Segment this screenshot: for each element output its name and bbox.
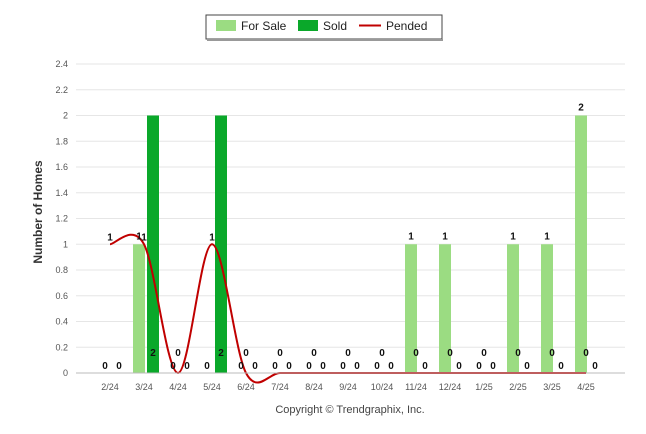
data-label-for-sale: 0	[102, 361, 108, 372]
y-axis-title: Number of Homes	[31, 160, 45, 264]
x-tick-label: 2/25	[509, 382, 527, 392]
data-label-sold: 0	[456, 361, 462, 372]
data-label-sold: 2	[150, 348, 156, 359]
y-tick-label: 1	[63, 239, 68, 249]
data-label-for-sale: 1	[544, 231, 550, 242]
bar-for-sale	[541, 244, 553, 373]
x-tick-label: 6/24	[237, 382, 255, 392]
x-tick-label: 11/24	[405, 382, 427, 392]
x-tick-label: 7/24	[271, 382, 289, 392]
x-tick-label: 2/24	[101, 382, 119, 392]
data-label-pended: 1	[209, 232, 215, 243]
data-label-sold: 2	[218, 348, 224, 359]
data-label-sold: 0	[558, 361, 564, 372]
data-label-pended: 0	[243, 348, 249, 359]
legend-label-for-sale: For Sale	[241, 19, 287, 33]
data-label-sold: 0	[252, 361, 258, 372]
x-tick-label: 1/25	[475, 382, 493, 392]
data-label-sold: 0	[320, 361, 326, 372]
data-label-pended: 0	[515, 348, 521, 359]
bar-for-sale	[439, 244, 451, 373]
data-label-for-sale: 0	[272, 361, 278, 372]
data-label-pended: 0	[447, 348, 453, 359]
legend: For Sale Sold Pended	[205, 14, 443, 41]
legend-swatch-for-sale	[216, 20, 236, 31]
bar-sold	[215, 115, 227, 373]
x-tick-label: 9/24	[339, 382, 357, 392]
data-label-pended: 1	[107, 232, 113, 243]
data-label-pended: 0	[549, 348, 555, 359]
bar-for-sale	[507, 244, 519, 373]
x-tick-label: 3/25	[543, 382, 561, 392]
bar-for-sale	[405, 244, 417, 373]
legend-label-pended: Pended	[386, 19, 427, 33]
data-label-pended: 0	[175, 348, 181, 359]
data-label-for-sale: 0	[204, 361, 210, 372]
data-label-pended: 0	[583, 348, 589, 359]
data-label-sold: 0	[388, 361, 394, 372]
y-tick-label: 1.8	[55, 136, 68, 146]
bar-for-sale	[575, 115, 587, 373]
data-label-for-sale: 0	[306, 361, 312, 372]
data-label-sold: 0	[116, 361, 122, 372]
data-label-pended: 0	[481, 348, 487, 359]
x-tick-label: 12/24	[439, 382, 462, 392]
data-label-for-sale: 0	[374, 361, 380, 372]
x-tick-label: 10/24	[371, 382, 394, 392]
y-tick-label: 1.6	[55, 162, 68, 172]
y-tick-label: 2.2	[55, 85, 68, 95]
data-label-sold: 0	[490, 361, 496, 372]
y-axis-ticks: 0 0.2 0.4 0.6 0.8 1 1.2 1.4 1.6 1.8 2 2.2 2.4	[55, 59, 68, 378]
y-tick-label: 0.8	[55, 265, 68, 275]
y-tick-label: 2.4	[55, 59, 68, 69]
bar-sold	[147, 115, 159, 373]
data-label-pended: 0	[277, 348, 283, 359]
data-label-for-sale: 1	[136, 231, 142, 242]
data-label-for-sale: 0	[476, 361, 482, 372]
data-label-for-sale: 0	[238, 361, 244, 372]
data-label-sold: 0	[354, 361, 360, 372]
legend-box	[205, 14, 443, 40]
data-label-sold: 0	[422, 361, 428, 372]
legend-swatch-sold	[298, 20, 318, 31]
data-label-pended: 0	[413, 348, 419, 359]
data-label-pended: 0	[379, 348, 385, 359]
y-tick-label: 1.2	[55, 214, 68, 224]
data-label-for-sale: 1	[510, 231, 516, 242]
y-tick-label: 0	[63, 368, 68, 378]
data-label-sold: 0	[592, 361, 598, 372]
grid	[76, 63, 625, 348]
bars	[133, 115, 587, 373]
copyright-text: Copyright © Trendgraphix, Inc.	[275, 404, 424, 416]
bar-for-sale	[133, 244, 145, 373]
x-axis-ticks: 2/24 3/24 4/24 5/24 6/24 7/24 8/24 9/24 10/24 11/…	[101, 382, 595, 392]
data-label-pended: 0	[345, 348, 351, 359]
y-tick-label: 1.4	[55, 188, 68, 198]
data-label-for-sale: 1	[442, 231, 448, 242]
data-label-sold: 0	[524, 361, 530, 372]
data-label-for-sale: 1	[408, 231, 414, 242]
data-label-for-sale: 0	[170, 361, 176, 372]
data-label-for-sale: 0	[340, 361, 346, 372]
x-tick-label: 4/25	[577, 382, 595, 392]
x-tick-label: 5/24	[203, 382, 221, 392]
data-label-for-sale: 2	[578, 103, 584, 114]
y-tick-label: 0.4	[55, 317, 68, 327]
legend-label-sold: Sold	[323, 19, 347, 33]
y-tick-label: 0.2	[55, 342, 68, 352]
data-label-sold: 0	[286, 361, 292, 372]
x-tick-label: 4/24	[169, 382, 187, 392]
data-label-sold: 0	[184, 361, 190, 372]
data-label-pended: 0	[311, 348, 317, 359]
y-tick-label: 2	[63, 111, 68, 121]
x-tick-label: 3/24	[135, 382, 153, 392]
data-label-pended: 1	[141, 232, 147, 243]
y-tick-label: 0.6	[55, 291, 68, 301]
x-tick-label: 8/24	[305, 382, 323, 392]
